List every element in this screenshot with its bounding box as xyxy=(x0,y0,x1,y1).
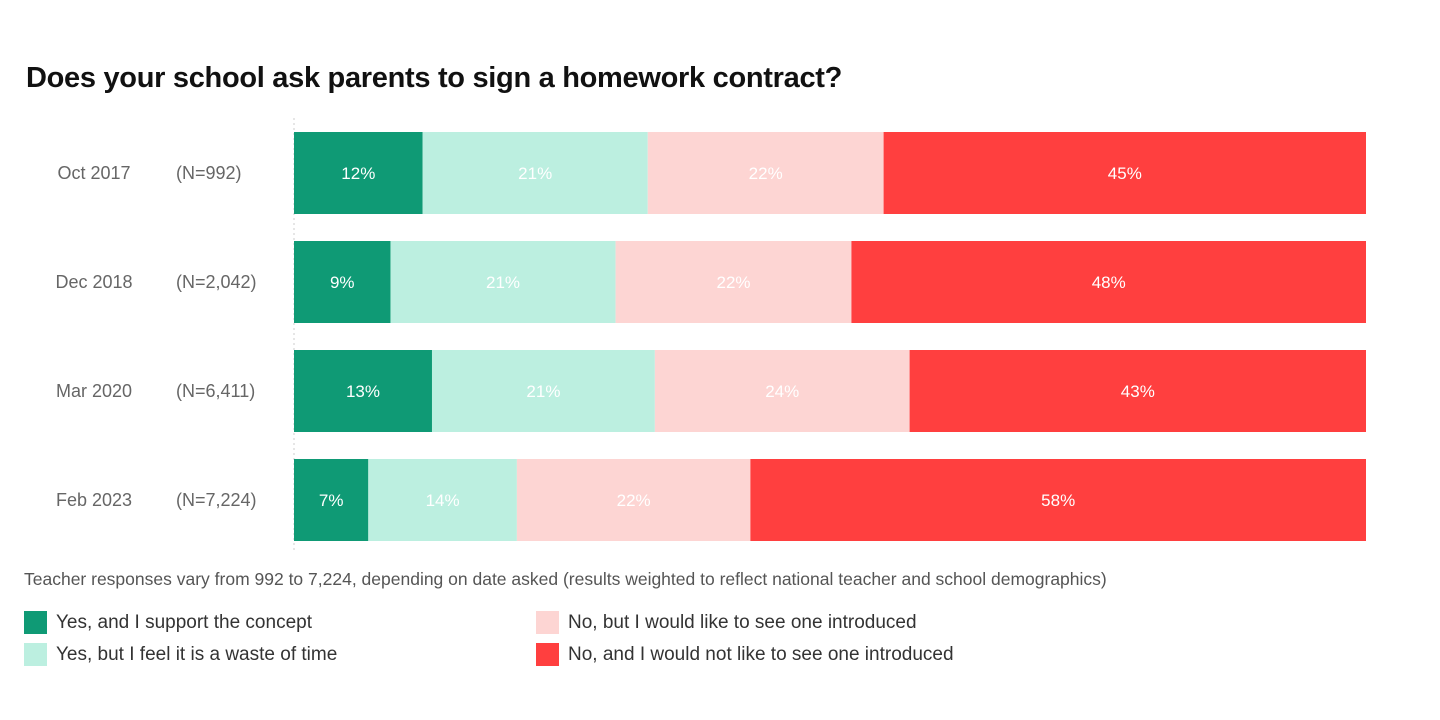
data-label: 13% xyxy=(346,382,380,401)
legend-swatch xyxy=(536,643,559,666)
chart-note: Teacher responses vary from 992 to 7,224… xyxy=(24,569,1107,589)
data-label: 43% xyxy=(1121,382,1155,401)
bar-segment xyxy=(883,132,1366,214)
bar-segment xyxy=(431,350,655,432)
sample-size-label: (N=992) xyxy=(176,163,242,183)
legend-item: No, but I would like to see one introduc… xyxy=(536,611,917,634)
bar-segment xyxy=(750,459,1366,541)
category-label: Feb 2023 xyxy=(56,490,132,510)
sample-size-label: (N=7,224) xyxy=(176,490,257,510)
legend-swatch xyxy=(24,611,47,634)
legend-label: Yes, but I feel it is a waste of time xyxy=(56,643,338,665)
data-label: 22% xyxy=(717,273,751,292)
stacked-bar-chart: Oct 2017 (N=992) 12% 21% 22% 45% Dec 2018 (N=2,… xyxy=(55,118,1366,552)
legend-label: Yes, and I support the concept xyxy=(56,611,312,633)
bar-segment xyxy=(368,459,517,541)
bar-segment xyxy=(294,132,423,214)
legend-item: No, and I would not like to see one intr… xyxy=(536,643,954,666)
bar-segment xyxy=(647,132,884,214)
sample-size-label: (N=2,042) xyxy=(176,272,257,292)
data-label: 7% xyxy=(319,491,344,510)
data-label: 45% xyxy=(1108,164,1142,183)
data-label: 9% xyxy=(330,273,355,292)
bar-segment xyxy=(615,241,852,323)
legend-item: Yes, and I support the concept xyxy=(24,611,312,634)
category-label: Mar 2020 xyxy=(56,381,132,401)
category-label: Oct 2017 xyxy=(57,163,130,183)
data-label: 21% xyxy=(526,382,560,401)
bar-segment xyxy=(294,459,369,541)
bar-segment xyxy=(422,132,648,214)
data-label: 21% xyxy=(518,164,552,183)
bar-segment xyxy=(516,459,751,541)
legend-swatch xyxy=(536,611,559,634)
data-label: 12% xyxy=(341,164,375,183)
data-label: 14% xyxy=(426,491,460,510)
bar-segment xyxy=(390,241,616,323)
bar-segment xyxy=(294,241,391,323)
sample-size-label: (N=6,411) xyxy=(176,381,255,401)
bar-segment xyxy=(294,350,432,432)
bar-segment xyxy=(851,241,1366,323)
category-label: Dec 2018 xyxy=(55,272,132,292)
data-label: 24% xyxy=(765,382,799,401)
bar-segment xyxy=(654,350,910,432)
data-label: 21% xyxy=(486,273,520,292)
data-label: 58% xyxy=(1041,491,1075,510)
bar-segment xyxy=(909,350,1366,432)
legend-swatch xyxy=(24,643,47,666)
legend-item: Yes, but I feel it is a waste of time xyxy=(24,643,337,666)
data-label: 48% xyxy=(1092,273,1126,292)
data-label: 22% xyxy=(749,164,783,183)
legend-label: No, and I would not like to see one intr… xyxy=(568,643,954,665)
data-label: 22% xyxy=(617,491,651,510)
legend-label: No, but I would like to see one introduc… xyxy=(568,611,917,633)
chart-title: Does your school ask parents to sign a h… xyxy=(26,62,843,94)
